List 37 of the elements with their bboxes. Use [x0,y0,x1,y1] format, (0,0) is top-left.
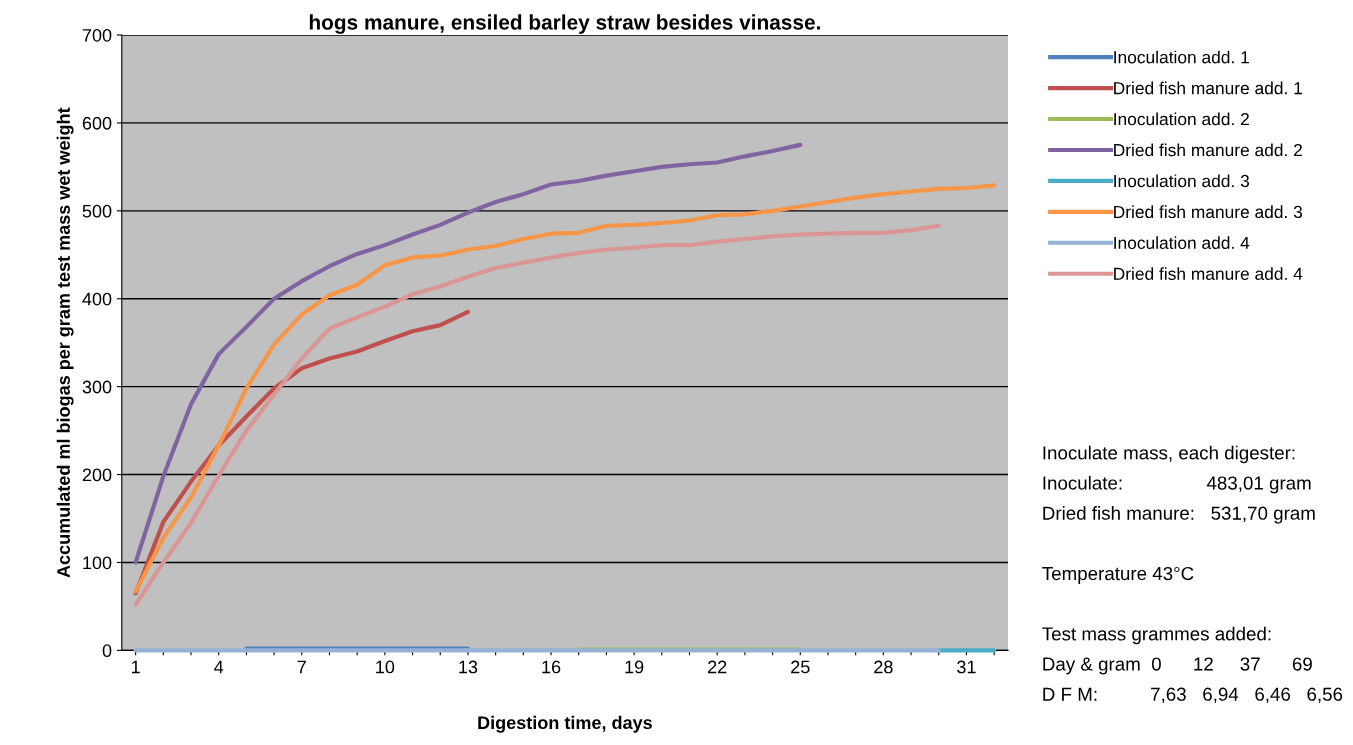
text: Inoculate mass, each digester: [1043,445,1295,464]
x-tick-label: 7 [297,660,306,674]
y-tick-label: 300 [82,380,112,394]
y-tick-label: 400 [82,292,112,306]
x-axis-title: Digestion time, days [478,715,652,733]
text: Inoculate: 483,01 gram [1043,475,1311,494]
x-tick-label: 16 [542,660,561,674]
chart-title: hogs manure, ensiled barley straw besides vinasse. [309,14,820,34]
x-tick-label: 19 [625,660,644,674]
text: Day & gram 0 12 37 69 [1043,657,1312,675]
legend-label: Inoculation add. 3 [1114,174,1249,188]
y-tick-label: 500 [82,204,112,218]
y-tick-label: 200 [82,468,112,482]
x-tick-label: 1 [131,660,140,674]
text: Temperature 43°C [1042,566,1194,584]
text: Dried fish manure: 531,70 gram [1043,506,1315,524]
text: D F M: 7,63 6,94 6,46 6,56 [1043,687,1343,704]
x-tick-label: 25 [791,660,810,674]
legend-label: Dried fish manure add. 1 [1114,81,1302,95]
x-tick-label: 4 [214,660,224,674]
legend-label: Dried fish manure add. 2 [1114,143,1302,157]
x-tick-label: 22 [708,660,727,674]
legend-label: Inoculation add. 1 [1114,50,1249,64]
y-tick-label: 0 [102,644,112,658]
legend-label: Dried fish manure add. 3 [1114,205,1303,219]
x-tick-label: 10 [376,660,395,674]
legend-label: Inoculation add. 4 [1114,236,1250,250]
legend-label: Dried fish manure add. 4 [1114,267,1303,280]
y-axis-title: Accumulated ml biogas per gram test mass wet weight [56,107,74,578]
x-tick-label: 31 [957,660,976,674]
x-tick-label: 13 [459,660,478,674]
y-tick-label: 100 [83,556,112,570]
y-tick-label: 700 [82,28,112,42]
legend-label: Inoculation add. 2 [1114,112,1249,126]
y-tick-label: 600 [82,116,112,130]
text: Test mass grammes added: [1042,626,1271,645]
x-tick-label: 28 [874,660,893,674]
